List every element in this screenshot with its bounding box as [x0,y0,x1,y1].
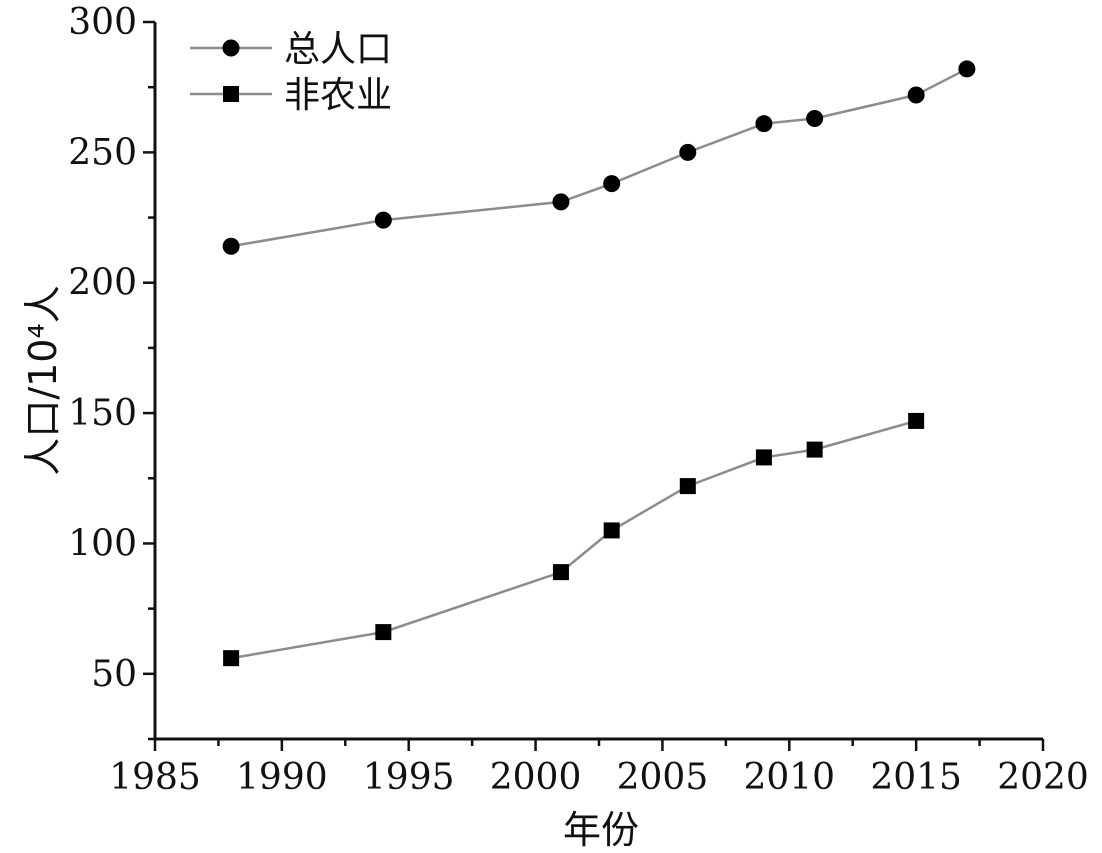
data-point [679,478,696,495]
data-point [755,449,772,466]
legend-label: 总人口 [284,29,392,70]
data-point [222,237,240,255]
tick-labels: 1985 1990 1995 2000 2005 2010 2015 2020 50 100 150… [68,2,1089,798]
x-tick-label: 2020 [997,757,1089,798]
axis-ticks [143,20,1045,751]
series-1 [223,412,925,667]
series-0 [222,60,976,255]
data-point [552,564,569,581]
legend-label: 非农业 [284,75,392,116]
y-axis-title: 人口/10⁴人 [21,285,65,475]
x-tick-label: 2000 [490,757,582,798]
y-tick-label: 250 [68,132,137,173]
data-point [603,522,620,539]
data-point [806,441,823,458]
data-point [908,412,925,429]
y-tick-label: 200 [68,263,137,304]
legend-item: 总人口 [190,29,392,70]
legend-item: 非农业 [190,75,392,116]
data-point [603,175,621,193]
series-layer [222,60,976,667]
data-point [552,193,570,211]
y-tick-label: 300 [68,2,137,43]
x-tick-label: 2005 [617,757,709,798]
x-tick-label: 2015 [870,757,962,798]
data-point [374,211,392,229]
data-point [755,115,773,133]
y-tick-label: 150 [68,393,137,434]
data-point [223,650,240,667]
series-line [230,419,917,660]
x-tick-label: 1995 [363,757,455,798]
data-point [907,86,925,104]
x-tick-label: 2010 [743,757,835,798]
y-tick-label: 50 [91,654,137,695]
data-point [806,109,824,127]
legend-marker [222,39,240,57]
data-point [958,60,976,78]
data-point [375,624,392,641]
legend-marker [223,86,239,102]
y-tick-label: 100 [68,523,137,564]
x-axis-title: 年份 [563,808,639,852]
data-point [679,143,697,161]
x-tick-label: 1985 [109,757,201,798]
x-tick-label: 1990 [236,757,328,798]
